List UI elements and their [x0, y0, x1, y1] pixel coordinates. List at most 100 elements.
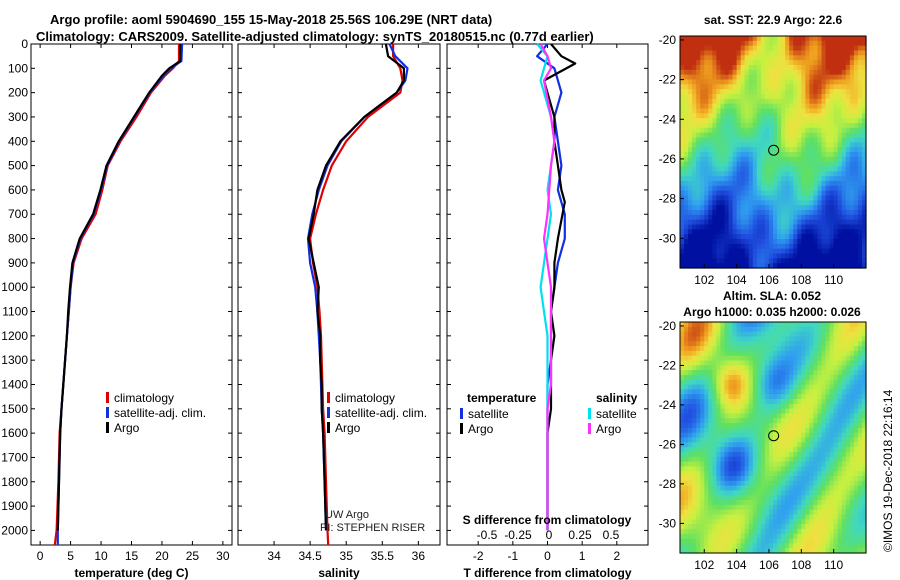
legend-label-temperature: climatology — [114, 391, 174, 405]
legend-label-temperature: satellite-adj. clim. — [114, 406, 206, 420]
argo-location-marker — [768, 430, 780, 442]
title-line-1: Argo profile: aoml 5904690_155 15-May-20… — [50, 12, 493, 27]
panel-frame-temperature — [30, 43, 233, 546]
ytick-label: 1400 — [1, 377, 28, 391]
xtick-label-salinity: 34.5 — [298, 549, 322, 563]
legend-title-salinity: salinity — [596, 391, 638, 405]
map-ytick-label-sst-map: -26 — [659, 152, 677, 166]
xlabel-salinity: salinity — [318, 566, 360, 580]
top-xtick-label: 0.25 — [568, 528, 592, 542]
ytick-label: 1600 — [1, 426, 28, 440]
ytick-label: 200 — [8, 86, 28, 100]
map-xtick-label-sst-map: 104 — [727, 273, 747, 287]
top-xtick-label: -0.25 — [504, 528, 532, 542]
map-grid-sst-map — [680, 36, 867, 269]
xtick-label-difference: 1 — [579, 549, 586, 563]
map-xtick-label-sst-map: 110 — [824, 273, 843, 287]
map-subtitle-sla: Argo h1000: 0.035 h2000: 0.026 — [683, 305, 861, 319]
xtick-label-salinity: 35.5 — [371, 549, 395, 563]
title-line-2: Climatology: CARS2009. Satellite-adjuste… — [36, 29, 594, 44]
xtick-label-salinity: 34 — [267, 549, 281, 563]
map-frame-sst-map — [679, 35, 867, 269]
legend-label-diff-salinity: Argo — [596, 422, 622, 436]
map-ytick-label-sla-map: -22 — [659, 358, 677, 372]
map-xtick-label-sla-map: 108 — [791, 558, 811, 572]
pi-annotation: UW Argo — [325, 509, 369, 521]
map-ytick-label-sst-map: -30 — [659, 231, 677, 245]
map-title-sla: Altim. SLA: 0.052 — [723, 289, 821, 303]
map-title-sst: sat. SST: 22.9 Argo: 22.6 — [704, 13, 843, 27]
xtick-label-salinity: 36 — [412, 549, 426, 563]
series-difference-s-argo — [539, 43, 556, 531]
ytick-label: 1200 — [1, 329, 28, 343]
legend-swatch-temperature — [106, 422, 109, 433]
ytick-label: 1000 — [1, 280, 28, 294]
legend-label-diff-temperature: satellite — [468, 407, 509, 421]
ytick-label: 1900 — [1, 499, 28, 513]
ytick-label: 1800 — [1, 475, 28, 489]
legend-swatch-temperature — [106, 392, 109, 403]
xtick-label-difference: -1 — [508, 549, 519, 563]
series-difference-t-argo — [542, 43, 577, 531]
series-temperature-argo — [56, 44, 182, 531]
legend-label-salinity: satellite-adj. clim. — [335, 406, 427, 420]
legend-title-temperature: temperature — [467, 391, 537, 405]
ytick-label: 500 — [8, 159, 28, 173]
map-xtick-label-sst-map: 102 — [694, 273, 714, 287]
legend-swatch-diff-salinity — [588, 408, 591, 419]
top-xtick-label: 0 — [546, 528, 553, 542]
ytick-label: 400 — [8, 134, 28, 148]
ytick-label: 800 — [8, 232, 28, 246]
legend-swatch-salinity — [327, 392, 330, 403]
legend-label-diff-salinity: satellite — [596, 407, 637, 421]
ytick-label: 1700 — [1, 450, 28, 464]
credit-text: ©IMOS 19-Dec-2018 22:16:14 — [881, 389, 895, 552]
ytick-label: 1100 — [2, 305, 28, 319]
ytick-label: 300 — [8, 110, 28, 124]
ytick-label: 100 — [8, 61, 28, 75]
xtick-label-temperature: 25 — [186, 549, 200, 563]
map-ytick-label-sla-map: -28 — [659, 477, 677, 491]
top-xtick-label: 0.5 — [603, 528, 620, 542]
top-xlabel-difference: S difference from climatology — [463, 513, 632, 527]
map-xtick-label-sst-map: 106 — [759, 273, 779, 287]
ytick-label: 900 — [8, 256, 28, 270]
ytick-label: 700 — [8, 207, 28, 221]
legend-label-salinity: climatology — [335, 391, 395, 405]
legend-label-salinity: Argo — [335, 421, 361, 435]
xtick-label-temperature: 0 — [37, 549, 44, 563]
xtick-label-temperature: 5 — [67, 549, 74, 563]
xlabel-difference: T difference from climatology — [463, 566, 631, 580]
map-ytick-label-sst-map: -24 — [659, 112, 677, 126]
xtick-label-temperature: 20 — [155, 549, 169, 563]
map-xtick-label-sst-map: 108 — [791, 273, 811, 287]
legend-swatch-diff-temperature — [460, 408, 463, 419]
legend-swatch-salinity — [327, 407, 330, 418]
legend-swatch-diff-salinity — [588, 423, 591, 434]
xlabel-temperature: temperature (deg C) — [74, 566, 188, 580]
xtick-label-temperature: 10 — [94, 549, 108, 563]
map-grid-sla-map — [680, 322, 867, 554]
legend-swatch-temperature — [106, 407, 109, 418]
map-xtick-label-sla-map: 106 — [759, 558, 779, 572]
series-salinity-argo — [307, 43, 405, 531]
xtick-label-difference: 2 — [613, 549, 620, 563]
ytick-label: 0 — [21, 37, 28, 51]
map-ytick-label-sla-map: -24 — [659, 398, 677, 412]
xtick-label-salinity: 35 — [340, 549, 354, 563]
argo-location-marker — [768, 144, 780, 156]
map-ytick-label-sst-map: -20 — [659, 33, 677, 47]
map-ytick-label-sst-map: -28 — [659, 192, 677, 206]
ytick-label: 600 — [8, 183, 28, 197]
top-xtick-label: -0.5 — [477, 528, 498, 542]
map-xtick-label-sla-map: 110 — [824, 558, 843, 572]
map-ytick-label-sla-map: -30 — [659, 516, 677, 530]
xtick-label-temperature: 15 — [125, 549, 139, 563]
map-ytick-label-sla-map: -26 — [659, 437, 677, 451]
legend-swatch-salinity — [327, 422, 330, 433]
ytick-label: 1300 — [1, 353, 28, 367]
ytick-label: 1500 — [1, 402, 28, 416]
map-ytick-label-sst-map: -22 — [659, 73, 677, 87]
legend-swatch-diff-temperature — [460, 423, 463, 434]
